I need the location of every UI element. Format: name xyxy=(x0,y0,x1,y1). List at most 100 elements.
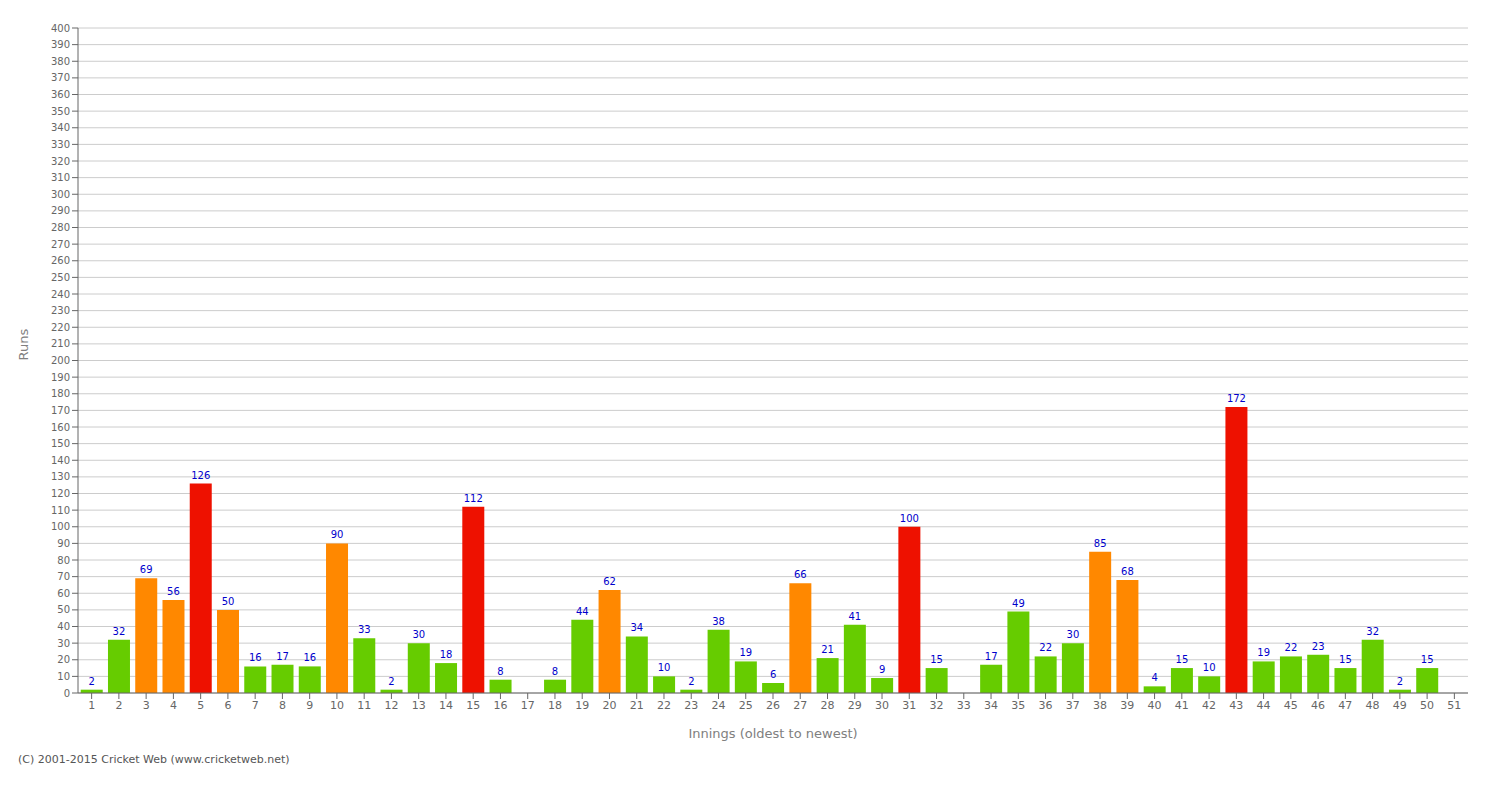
svg-text:8: 8 xyxy=(279,699,286,712)
svg-text:320: 320 xyxy=(51,156,70,167)
svg-text:260: 260 xyxy=(51,255,70,266)
svg-text:400: 400 xyxy=(51,23,70,34)
svg-text:9: 9 xyxy=(306,699,313,712)
svg-text:32: 32 xyxy=(113,626,126,637)
svg-text:90: 90 xyxy=(57,538,70,549)
svg-text:22: 22 xyxy=(1285,642,1298,653)
svg-text:66: 66 xyxy=(794,569,807,580)
svg-text:16: 16 xyxy=(249,652,262,663)
svg-text:80: 80 xyxy=(57,555,70,566)
svg-text:190: 190 xyxy=(51,372,70,383)
svg-text:41: 41 xyxy=(848,611,861,622)
svg-text:1: 1 xyxy=(88,699,95,712)
svg-text:10: 10 xyxy=(658,662,671,673)
svg-text:290: 290 xyxy=(51,205,70,216)
svg-text:30: 30 xyxy=(57,638,70,649)
svg-text:18: 18 xyxy=(548,699,562,712)
svg-text:15: 15 xyxy=(466,699,480,712)
svg-text:172: 172 xyxy=(1227,393,1246,404)
svg-text:37: 37 xyxy=(1066,699,1080,712)
svg-text:34: 34 xyxy=(630,622,643,633)
svg-text:5: 5 xyxy=(197,699,204,712)
svg-text:8: 8 xyxy=(497,666,503,677)
svg-text:Innings (oldest to newest): Innings (oldest to newest) xyxy=(688,726,857,741)
svg-text:43: 43 xyxy=(1229,699,1243,712)
svg-text:50: 50 xyxy=(222,596,235,607)
svg-text:32: 32 xyxy=(930,699,944,712)
svg-text:130: 130 xyxy=(51,471,70,482)
svg-text:0: 0 xyxy=(64,688,70,699)
svg-text:2: 2 xyxy=(115,699,122,712)
svg-text:31: 31 xyxy=(902,699,916,712)
svg-text:62: 62 xyxy=(603,576,616,587)
svg-text:30: 30 xyxy=(412,629,425,640)
svg-text:3: 3 xyxy=(143,699,150,712)
svg-text:120: 120 xyxy=(51,488,70,499)
svg-text:18: 18 xyxy=(440,649,453,660)
svg-text:17: 17 xyxy=(521,699,535,712)
svg-text:39: 39 xyxy=(1120,699,1134,712)
svg-text:20: 20 xyxy=(602,699,616,712)
svg-text:33: 33 xyxy=(957,699,971,712)
svg-text:170: 170 xyxy=(51,405,70,416)
svg-text:10: 10 xyxy=(1203,662,1216,673)
svg-text:8: 8 xyxy=(552,666,558,677)
svg-text:56: 56 xyxy=(167,586,180,597)
svg-text:390: 390 xyxy=(51,39,70,50)
svg-text:230: 230 xyxy=(51,305,70,316)
svg-text:250: 250 xyxy=(51,272,70,283)
svg-text:38: 38 xyxy=(1093,699,1107,712)
svg-text:22: 22 xyxy=(657,699,671,712)
svg-text:35: 35 xyxy=(1011,699,1025,712)
svg-text:210: 210 xyxy=(51,338,70,349)
svg-text:17: 17 xyxy=(985,651,998,662)
svg-text:2: 2 xyxy=(388,676,394,687)
svg-text:46: 46 xyxy=(1311,699,1325,712)
svg-text:100: 100 xyxy=(51,521,70,532)
svg-text:51: 51 xyxy=(1447,699,1461,712)
svg-text:200: 200 xyxy=(51,355,70,366)
svg-text:110: 110 xyxy=(51,505,70,516)
svg-text:85: 85 xyxy=(1094,538,1107,549)
svg-text:340: 340 xyxy=(51,122,70,133)
svg-text:25: 25 xyxy=(739,699,753,712)
svg-text:112: 112 xyxy=(464,493,483,504)
svg-text:32: 32 xyxy=(1366,626,1379,637)
svg-text:9: 9 xyxy=(879,664,885,675)
svg-text:14: 14 xyxy=(439,699,453,712)
svg-text:45: 45 xyxy=(1284,699,1298,712)
svg-text:27: 27 xyxy=(793,699,807,712)
svg-text:4: 4 xyxy=(170,699,177,712)
svg-text:23: 23 xyxy=(684,699,698,712)
svg-text:380: 380 xyxy=(51,56,70,67)
svg-text:28: 28 xyxy=(821,699,835,712)
svg-text:69: 69 xyxy=(140,564,153,575)
svg-text:41: 41 xyxy=(1175,699,1189,712)
svg-text:24: 24 xyxy=(711,699,725,712)
svg-text:44: 44 xyxy=(576,606,589,617)
svg-text:22: 22 xyxy=(1039,642,1052,653)
svg-text:38: 38 xyxy=(712,616,725,627)
svg-text:10: 10 xyxy=(57,671,70,682)
svg-text:270: 270 xyxy=(51,239,70,250)
svg-text:26: 26 xyxy=(766,699,780,712)
svg-text:2: 2 xyxy=(89,676,95,687)
svg-text:23: 23 xyxy=(1312,641,1325,652)
svg-text:150: 150 xyxy=(51,438,70,449)
svg-text:19: 19 xyxy=(1257,647,1270,658)
svg-text:19: 19 xyxy=(575,699,589,712)
svg-text:30: 30 xyxy=(1067,629,1080,640)
svg-text:140: 140 xyxy=(51,455,70,466)
svg-text:16: 16 xyxy=(303,652,316,663)
svg-text:2: 2 xyxy=(688,676,694,687)
svg-text:6: 6 xyxy=(224,699,231,712)
svg-text:180: 180 xyxy=(51,388,70,399)
svg-text:68: 68 xyxy=(1121,566,1134,577)
svg-text:44: 44 xyxy=(1257,699,1271,712)
svg-text:350: 350 xyxy=(51,106,70,117)
svg-text:29: 29 xyxy=(848,699,862,712)
svg-text:100: 100 xyxy=(900,513,919,524)
svg-text:13: 13 xyxy=(412,699,426,712)
svg-text:42: 42 xyxy=(1202,699,1216,712)
svg-text:34: 34 xyxy=(984,699,998,712)
